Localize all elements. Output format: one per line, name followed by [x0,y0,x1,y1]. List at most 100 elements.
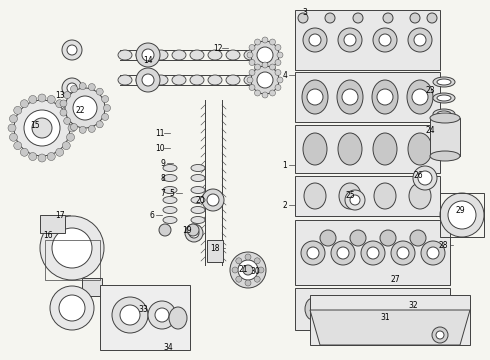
Text: 34: 34 [163,343,173,352]
Circle shape [56,100,64,108]
Text: 21: 21 [238,266,248,274]
Circle shape [436,331,444,339]
Ellipse shape [437,111,451,117]
Circle shape [38,154,46,162]
Circle shape [236,258,242,264]
Circle shape [202,189,224,211]
Text: 23: 23 [425,86,435,95]
Ellipse shape [190,50,204,60]
Ellipse shape [262,50,276,60]
Circle shape [112,297,148,333]
Ellipse shape [409,183,431,209]
Ellipse shape [433,77,455,87]
Text: 28: 28 [438,240,448,249]
Ellipse shape [433,109,455,119]
Ellipse shape [191,186,205,194]
Ellipse shape [430,151,460,161]
Circle shape [448,201,476,229]
Ellipse shape [191,207,205,213]
Ellipse shape [163,197,177,203]
Circle shape [50,286,94,330]
Ellipse shape [136,50,150,60]
Circle shape [377,89,393,105]
Circle shape [136,43,160,67]
Ellipse shape [304,183,326,209]
Ellipse shape [163,207,177,213]
Circle shape [52,228,92,268]
Ellipse shape [303,133,327,165]
Circle shape [277,52,283,58]
Circle shape [344,34,356,46]
Circle shape [67,133,74,141]
Circle shape [421,241,445,265]
Ellipse shape [437,95,451,101]
Circle shape [258,267,264,273]
Circle shape [275,85,281,90]
Text: 7: 7 [161,189,166,198]
Circle shape [251,41,279,69]
Circle shape [249,85,255,90]
Circle shape [301,241,325,265]
Circle shape [275,69,281,76]
Circle shape [67,45,77,55]
Circle shape [320,230,336,246]
Circle shape [249,69,255,76]
Circle shape [14,106,22,114]
Circle shape [262,67,268,73]
Ellipse shape [118,75,132,85]
Text: 29: 29 [455,206,465,215]
Ellipse shape [365,298,381,320]
Circle shape [427,13,437,23]
Ellipse shape [302,80,328,114]
Text: 3: 3 [302,8,307,17]
Circle shape [331,241,355,265]
Circle shape [307,89,323,105]
Bar [45,240,100,280]
Circle shape [410,13,420,23]
Text: 24: 24 [425,126,435,135]
Circle shape [21,148,28,156]
Circle shape [62,40,82,60]
Bar [295,288,450,330]
Ellipse shape [337,80,363,114]
Text: 2: 2 [283,201,287,210]
Circle shape [408,28,432,52]
Text: 31: 31 [380,314,390,323]
Bar [295,176,440,216]
Circle shape [79,126,86,133]
Circle shape [367,247,379,259]
Circle shape [142,74,154,86]
Circle shape [62,141,70,150]
Circle shape [397,247,409,259]
Circle shape [142,49,154,61]
Circle shape [254,64,261,70]
Circle shape [412,89,428,105]
Circle shape [379,34,391,46]
Circle shape [189,228,199,238]
Circle shape [245,254,251,260]
Circle shape [391,241,415,265]
Circle shape [8,124,16,132]
Circle shape [410,230,426,246]
Circle shape [270,90,275,96]
Circle shape [21,100,28,108]
Circle shape [254,258,260,264]
Ellipse shape [190,75,204,85]
Ellipse shape [338,133,362,165]
Circle shape [24,110,60,146]
Circle shape [245,280,251,286]
Circle shape [243,265,253,275]
Circle shape [79,83,86,90]
Ellipse shape [172,50,186,60]
Text: 1: 1 [283,161,287,170]
Circle shape [187,224,199,236]
Text: 8: 8 [161,174,166,183]
Circle shape [254,276,260,282]
Ellipse shape [136,75,150,85]
Text: 25: 25 [345,190,355,199]
Bar [82,278,102,296]
Circle shape [350,195,360,205]
Ellipse shape [191,175,205,181]
Text: 33: 33 [138,306,148,315]
Text: 27: 27 [390,275,400,284]
